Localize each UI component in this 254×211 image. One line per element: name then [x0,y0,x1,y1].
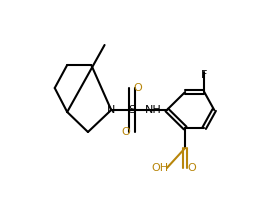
Text: NH: NH [144,105,161,115]
Text: O: O [133,83,142,93]
Text: O: O [187,163,196,173]
Text: O: O [121,127,130,137]
Text: F: F [201,70,208,80]
Text: S: S [129,105,136,115]
Text: OH: OH [151,163,168,173]
Text: N: N [107,105,115,115]
